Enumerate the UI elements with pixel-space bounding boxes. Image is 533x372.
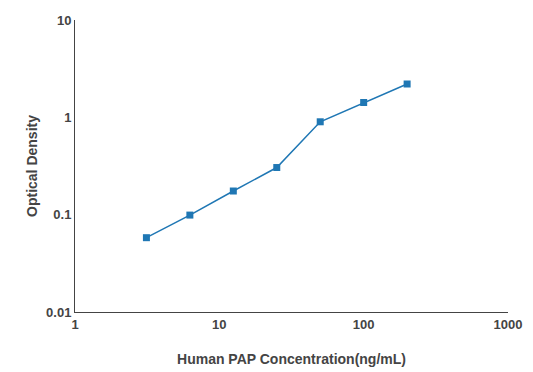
svg-text:Optical Density: Optical Density	[24, 115, 40, 217]
svg-text:10: 10	[57, 13, 71, 28]
svg-text:100: 100	[353, 317, 375, 332]
svg-text:0.1: 0.1	[53, 207, 71, 222]
svg-text:Human PAP Concentration(ng/mL): Human PAP Concentration(ng/mL)	[177, 351, 406, 367]
svg-text:0.01: 0.01	[46, 305, 71, 320]
svg-text:10: 10	[212, 317, 226, 332]
svg-text:1: 1	[71, 317, 78, 332]
svg-text:1: 1	[64, 110, 71, 125]
svg-text:1000: 1000	[494, 317, 523, 332]
